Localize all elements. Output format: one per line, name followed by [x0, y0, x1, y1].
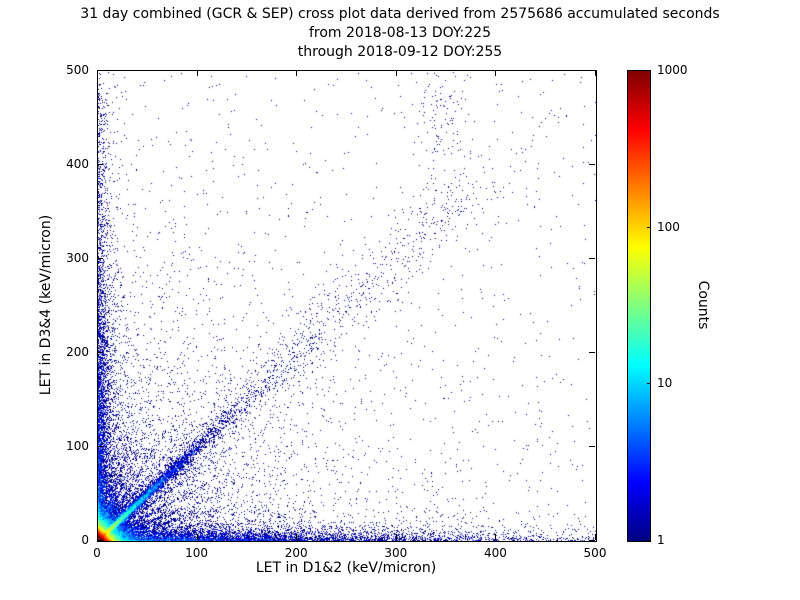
x-axis-label: LET in D1&2 (keV/micron) [255, 560, 437, 576]
x-tick-mark [97, 534, 98, 540]
y-tick-mark [97, 352, 103, 353]
colorbar-tick-mark [647, 383, 651, 385]
y-tick-label: 100 [66, 439, 89, 453]
colorbar-tick-label: 1 [657, 533, 665, 547]
x-tick-mark [196, 534, 198, 540]
x-tick-mark [296, 534, 298, 540]
x-tick-label: 0 [93, 546, 101, 560]
chart-title-line3: through 2018-09-12 DOY:255 [297, 44, 503, 60]
y-tick-label: 400 [66, 157, 89, 171]
y-tick-label: 300 [66, 251, 89, 265]
y-tick-mark [97, 540, 103, 541]
y-tick-mark [97, 258, 103, 259]
x-tick-label: 100 [185, 546, 209, 560]
x-tick-mark-top [296, 70, 298, 76]
x-tick-mark [595, 534, 596, 540]
x-tick-mark [495, 534, 497, 540]
y-tick-mark-right [589, 164, 595, 165]
x-tick-mark-top [395, 70, 397, 76]
scatter-canvas [98, 71, 596, 541]
colorbar-label: Counts [695, 280, 711, 330]
x-tick-label: 300 [384, 546, 408, 560]
x-tick-label: 500 [583, 546, 607, 560]
colorbar-tick-mark [647, 70, 651, 71]
chart-title-line2: from 2018-08-13 DOY:225 [308, 25, 491, 41]
colorbar-tick-label: 1000 [657, 63, 688, 77]
x-tick-mark-top [97, 70, 98, 76]
y-tick-label: 200 [66, 345, 89, 359]
x-tick-mark-top [495, 70, 497, 76]
y-tick-mark-right [589, 446, 595, 447]
colorbar-tick-mark [647, 226, 651, 228]
x-tick-label: 200 [284, 546, 308, 560]
y-tick-mark [97, 164, 103, 165]
y-tick-mark-right [589, 540, 595, 541]
colorbar [627, 70, 651, 542]
colorbar-tick-mark [647, 540, 651, 541]
colorbar-tick-label: 100 [657, 219, 680, 234]
y-tick-label: 0 [81, 533, 89, 547]
colorbar-tick-label: 10 [657, 376, 673, 391]
x-tick-mark-top [595, 70, 596, 76]
y-tick-mark-right [589, 352, 595, 353]
x-tick-mark [395, 534, 397, 540]
y-tick-mark-right [589, 70, 595, 71]
y-tick-mark-right [589, 258, 595, 259]
plot-area [97, 70, 597, 542]
y-axis-label: LET in D3&4 (keV/micron) [38, 214, 54, 396]
chart-title: 31 day combined (GCR & SEP) cross plot d… [0, 5, 800, 62]
y-tick-label: 500 [66, 63, 89, 77]
x-tick-mark-top [196, 70, 198, 76]
chart-title-line1: 31 day combined (GCR & SEP) cross plot d… [80, 6, 720, 22]
y-tick-mark [97, 446, 103, 447]
x-tick-label: 400 [483, 546, 507, 560]
y-tick-mark [97, 70, 103, 71]
